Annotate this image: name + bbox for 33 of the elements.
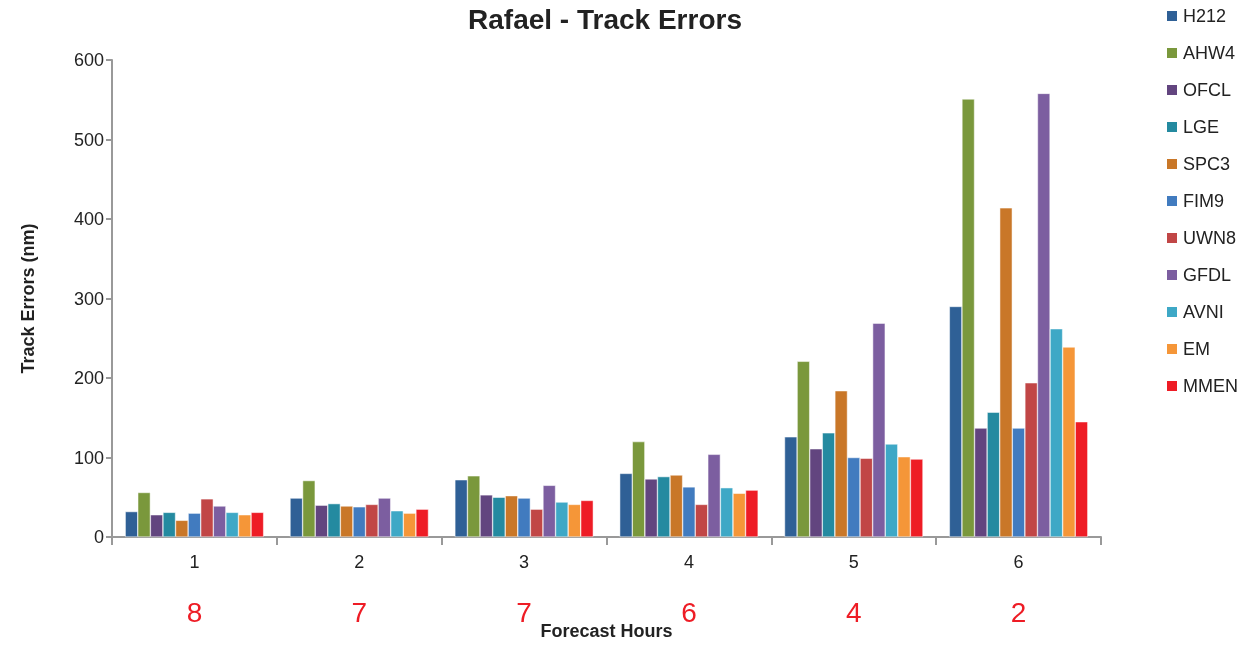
x-tick-label: 3 [519,552,530,572]
legend-label: AVNI [1183,302,1224,322]
text: 6 [681,596,697,628]
legend-label: GFDL [1183,265,1232,285]
x-tick-label: 5 [848,552,859,572]
y-tick-label: 600 [73,50,104,70]
x-tick-label: 1 [189,552,200,572]
legend-label: OFCL [1183,80,1232,100]
legend-label: EM [1183,339,1211,359]
x-tick-label: 4 [683,552,694,572]
text: 8 [186,596,203,628]
text: 7 [351,596,368,628]
legend-label: AHW4 [1183,43,1236,63]
text: 2 [1010,596,1027,628]
text: 7 [516,596,532,628]
legend-label: MMEN [1183,376,1239,396]
y-tick-label: 400 [73,209,104,229]
text: 4 [845,596,862,628]
y-axis-title: Track Errors (nm) [18,223,38,374]
legend-label: FIM9 [1183,191,1225,211]
y-tick-label: 200 [73,368,104,388]
x-tick-label: 6 [1013,552,1024,572]
legend-label: UWN8 [1183,228,1237,248]
legend-label: LGE [1183,117,1220,137]
y-tick-label: 100 [73,447,104,468]
y-tick-label: 500 [73,129,104,150]
x-tick-label: 2 [354,552,365,572]
y-tick-label: 0 [93,527,104,547]
legend-label: SPC3 [1183,154,1231,174]
y-tick-label: 300 [73,288,104,309]
chart-title: Rafael - Track Errors [468,3,742,35]
x-axis-title: Forecast Hours [540,621,673,641]
legend-label: H212 [1183,6,1227,26]
